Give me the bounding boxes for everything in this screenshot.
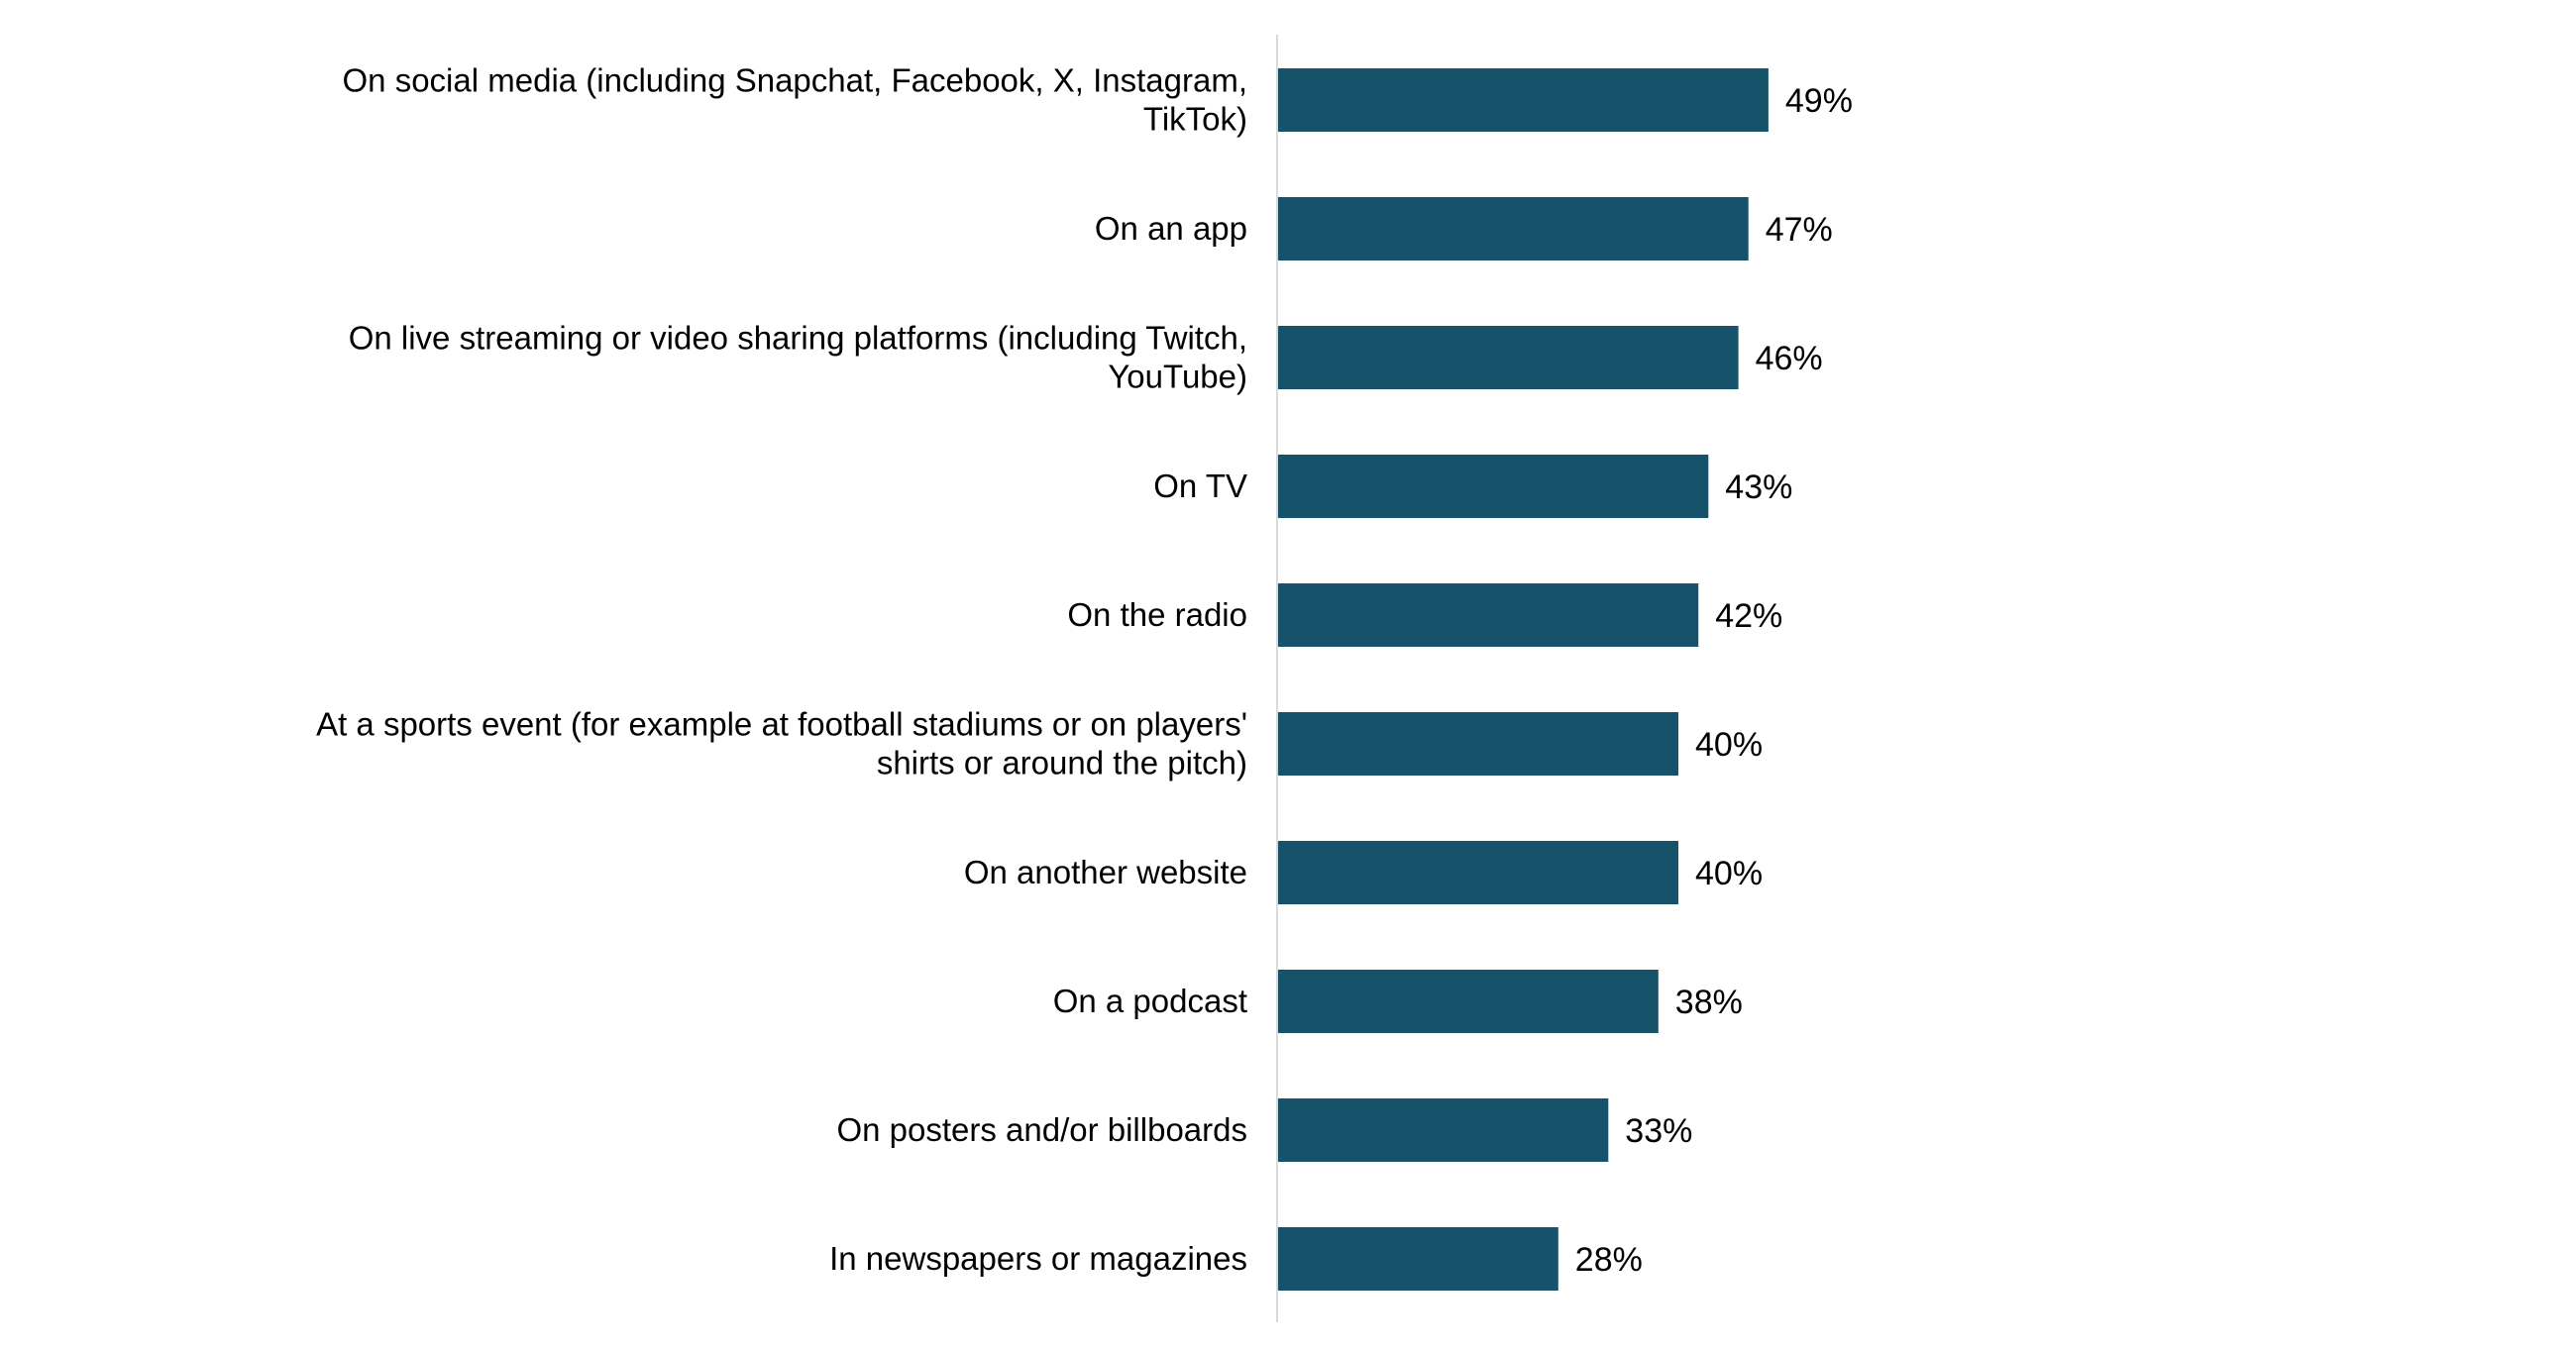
bar [1278,455,1709,518]
data-labels: 49% 47% 46% 43% 42% 40% 40% 38% 33% 28% [1575,82,1853,1279]
category-label-line: On an app [1095,210,1247,247]
category-label-line: On another website [964,854,1247,890]
data-label: 49% [1785,82,1853,120]
category-label: In newspapers or magazines [829,1240,1247,1277]
category-label: On the radio [1067,596,1247,633]
category-label-line: TikTok) [1143,101,1247,138]
category-label-line: shirts or around the pitch) [877,745,1247,781]
bar [1278,712,1678,776]
category-label-line: In newspapers or magazines [829,1240,1247,1277]
data-label: 38% [1675,984,1743,1021]
category-label: On another website [964,854,1247,890]
data-label: 47% [1766,211,1833,249]
bar [1278,197,1749,260]
category-label-line: On TV [1153,468,1247,504]
category-label-line: At a sports event (for example at footba… [316,706,1247,743]
data-label: 42% [1715,597,1782,635]
data-label: 46% [1756,340,1823,377]
bar [1278,1098,1609,1162]
category-labels: On social media (including Snapchat, Fac… [316,62,1247,1278]
bar [1278,970,1659,1033]
category-label: On live streaming or video sharing platf… [349,320,1247,395]
bar [1278,68,1769,132]
category-label: On TV [1153,468,1247,504]
category-label: At a sports event (for example at footba… [316,706,1247,781]
bar [1278,583,1699,647]
category-label-line: On live streaming or video sharing platf… [349,320,1247,357]
category-label: On an app [1095,210,1247,247]
category-label: On a podcast [1053,983,1247,1019]
category-label-line: YouTube) [1108,359,1247,395]
category-label: On posters and/or billboards [836,1111,1247,1148]
bars [1278,68,1769,1291]
data-label: 40% [1695,855,1763,892]
bar [1278,1227,1558,1291]
category-label-line: On social media (including Snapchat, Fac… [343,62,1247,99]
category-label-line: On a podcast [1053,983,1247,1019]
category-label-line: On the radio [1067,596,1247,633]
data-label: 28% [1575,1241,1643,1279]
bar [1278,326,1739,389]
data-label: 43% [1725,468,1792,506]
bar [1278,841,1678,904]
data-label: 40% [1695,726,1763,764]
category-label-line: On posters and/or billboards [836,1111,1247,1148]
data-label: 33% [1625,1112,1692,1150]
category-label: On social media (including Snapchat, Fac… [343,62,1247,138]
